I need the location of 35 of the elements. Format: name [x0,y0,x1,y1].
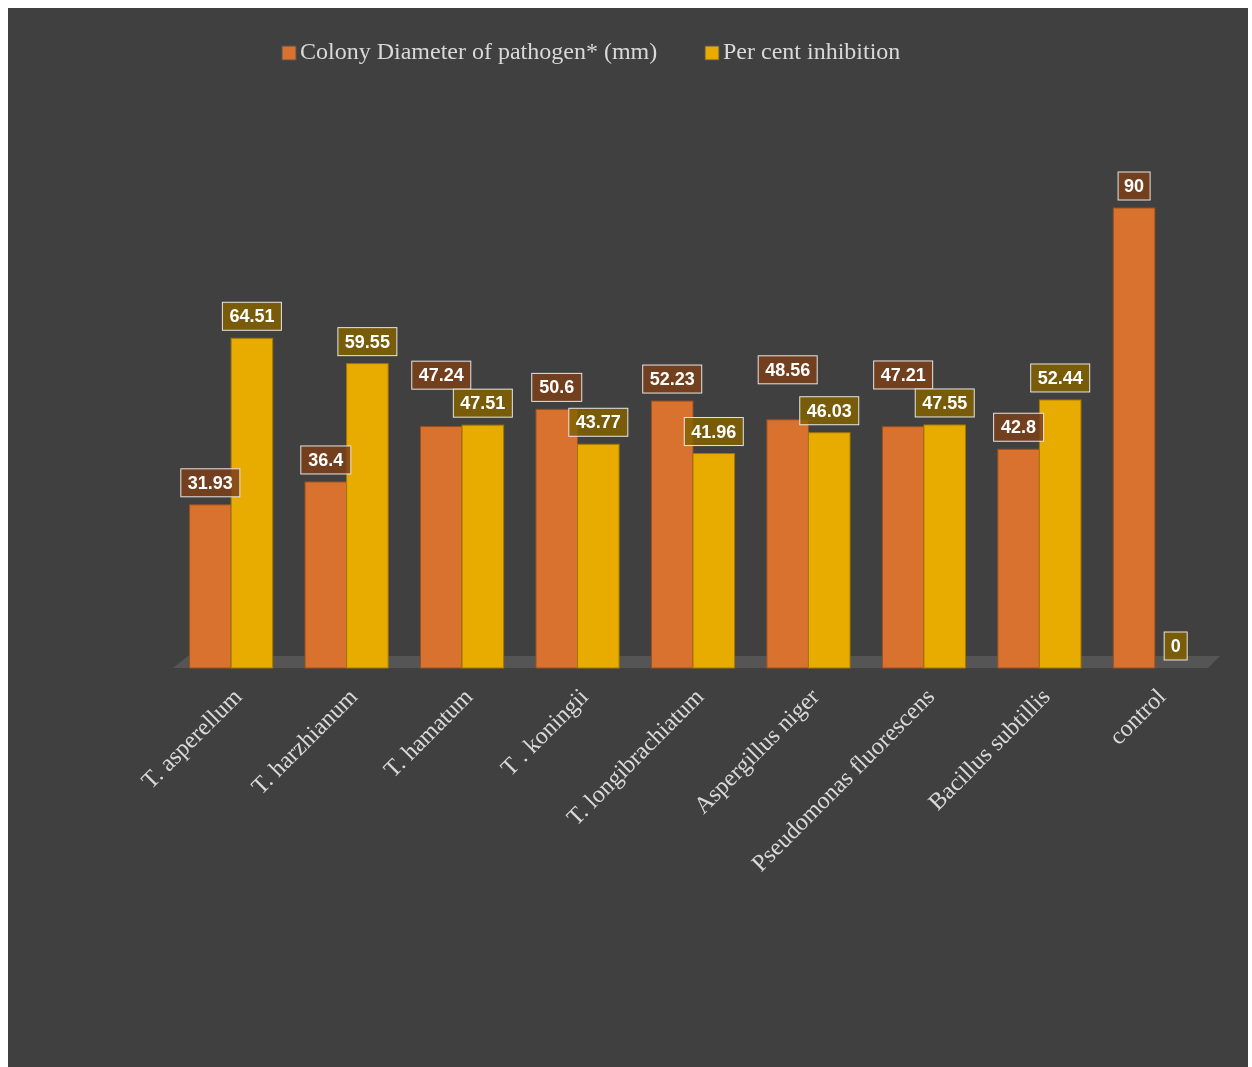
bar [1112,207,1156,669]
bar [807,432,851,669]
bar [346,363,389,669]
bar [304,481,348,669]
data-label: 47.51 [460,393,506,414]
bar [692,453,736,669]
bar [923,424,967,669]
bar [1038,399,1082,669]
legend-label: Per cent inhibition [723,38,901,64]
bar [881,426,925,669]
data-label: 48.56 [765,359,811,380]
data-label: 64.51 [229,306,275,327]
bar [419,426,463,669]
bar [577,443,620,669]
data-label: 52.23 [649,369,695,390]
data-label: 47.21 [880,364,926,385]
bar [230,337,274,669]
data-label: 31.93 [187,472,233,493]
bar [189,504,232,669]
data-label: 50.6 [539,377,575,398]
data-label: 90 [1124,176,1145,196]
data-label: 41.96 [691,421,737,442]
data-label: 42.8 [1001,417,1037,438]
data-label: 0 [1170,636,1181,656]
data-label: 47.24 [418,365,464,386]
bar [461,424,505,669]
bar [997,448,1040,669]
bar [766,419,809,669]
data-label: 59.55 [344,331,390,352]
data-label: 43.77 [575,412,621,433]
data-label: 47.55 [922,392,968,413]
data-label: 36.4 [308,449,344,470]
data-label: 52.44 [1037,367,1083,388]
data-label: 46.03 [806,400,852,421]
legend-label: Colony Diameter of pathogen* (mm) [300,38,658,64]
